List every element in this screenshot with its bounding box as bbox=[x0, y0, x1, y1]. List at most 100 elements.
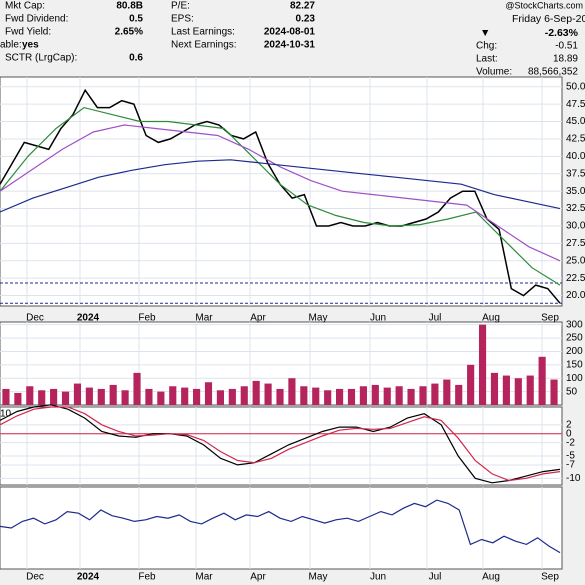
volume-bar bbox=[61, 391, 70, 405]
down-arrow: ▼ bbox=[480, 27, 490, 39]
stat-value: 88,566,352 bbox=[528, 67, 578, 78]
volume-bar bbox=[288, 378, 296, 405]
volume-bar bbox=[85, 387, 93, 405]
x-tick-label: May bbox=[309, 572, 328, 583]
volume-bar bbox=[478, 324, 487, 405]
x-tick-label: Mar bbox=[195, 572, 213, 583]
stat-label: SCTR (LrgCap): bbox=[5, 53, 77, 64]
volume-bar bbox=[347, 388, 356, 405]
y-tick-label: 0 bbox=[566, 428, 572, 439]
volume-bar bbox=[228, 388, 236, 405]
volume-bar bbox=[240, 386, 248, 405]
volume-bar bbox=[276, 388, 284, 405]
volume-bar bbox=[109, 384, 117, 405]
x-tick-label: Feb bbox=[138, 572, 156, 583]
y-tick-label: 20.0 bbox=[566, 290, 585, 301]
stat-label: Last Earnings: bbox=[171, 27, 235, 38]
stat-label: EPS: bbox=[171, 14, 194, 25]
y-tick-label: -7 bbox=[566, 460, 575, 471]
volume-bar bbox=[431, 383, 439, 405]
volume-bar bbox=[121, 390, 129, 405]
stat-value: 2024-10-31 bbox=[264, 40, 316, 51]
x-tick-label: May bbox=[309, 313, 328, 324]
stat-label: Volume: bbox=[476, 67, 512, 78]
y-tick-label: 50 bbox=[566, 386, 578, 397]
y-tick-label: -10 bbox=[566, 473, 581, 484]
y-tick-label: 50.0 bbox=[566, 81, 585, 92]
y-tick-label: 200 bbox=[566, 346, 583, 357]
stat-value: 0.23 bbox=[296, 14, 316, 25]
stat-label: P/E: bbox=[171, 1, 190, 12]
stat-value: 0.5 bbox=[129, 14, 143, 25]
stat-value: 2024-08-01 bbox=[264, 27, 316, 38]
x-tick-label: Jun bbox=[370, 313, 386, 324]
y-tick-label: 40.0 bbox=[566, 151, 585, 162]
y-tick-label: 25.0 bbox=[566, 255, 585, 266]
y-tick-label: -5 bbox=[566, 451, 575, 462]
x-tick-label: Dec bbox=[26, 572, 44, 583]
x-tick-label: Aug bbox=[482, 572, 500, 583]
y-tick-label: 250 bbox=[566, 333, 583, 344]
volume-bar bbox=[514, 378, 522, 405]
series-line bbox=[0, 406, 561, 482]
volume-bar bbox=[97, 388, 105, 405]
stat-value: -0.51 bbox=[555, 41, 578, 52]
volume-bar bbox=[50, 388, 58, 405]
volume-bar bbox=[26, 386, 34, 405]
series-line bbox=[0, 499, 561, 554]
stat-value: yes bbox=[22, 40, 39, 51]
y-tick-label: 100 bbox=[566, 373, 583, 384]
volume-bar bbox=[336, 388, 344, 405]
y-tick-label: -2 bbox=[566, 437, 575, 448]
y-tick-label: 45.0 bbox=[566, 116, 585, 127]
y-tick-label: 27.5 bbox=[566, 238, 585, 249]
x-tick-label: Jul bbox=[429, 572, 442, 583]
volume-bar bbox=[193, 388, 201, 405]
volume-bar bbox=[371, 384, 379, 405]
y-tick-label: 300 bbox=[566, 319, 583, 330]
volume-bar bbox=[467, 364, 475, 405]
volume-bar bbox=[204, 382, 213, 405]
y-tick-label: 42.5 bbox=[566, 134, 585, 145]
volume-bar bbox=[502, 375, 510, 405]
y-tick-label: 35.0 bbox=[566, 186, 585, 197]
x-tick-label: Jun bbox=[370, 572, 386, 583]
volume-bar bbox=[443, 379, 451, 405]
stat-label: Next Earnings: bbox=[171, 40, 237, 51]
x-tick-label: 2024 bbox=[77, 572, 100, 583]
y-tick-label: 30.0 bbox=[566, 221, 585, 232]
x-tick-label: Apr bbox=[250, 572, 266, 583]
stat-value: 80.8B bbox=[116, 1, 143, 12]
y-tick-label: 22.5 bbox=[566, 273, 585, 284]
stat-label: Fwd Dividend: bbox=[5, 14, 68, 25]
volume-bar bbox=[181, 387, 189, 405]
watermark: @StockCharts.com bbox=[505, 0, 583, 10]
volume-bar bbox=[419, 386, 427, 405]
stat-value: 2.65% bbox=[115, 27, 143, 38]
volume-bar bbox=[264, 383, 272, 405]
y-tick-label: 47.5 bbox=[566, 99, 585, 110]
volume-bar bbox=[169, 386, 177, 405]
x-tick-label: Apr bbox=[250, 313, 266, 324]
date: Friday 6-Sep-2024 bbox=[512, 13, 585, 25]
volume-bar bbox=[2, 388, 10, 405]
y-tick-label: 32.5 bbox=[566, 203, 585, 214]
x-tick-label: 2024 bbox=[77, 313, 100, 324]
volume-bar bbox=[324, 390, 332, 405]
change-pct: -2.63% bbox=[545, 27, 579, 39]
volume-bar bbox=[490, 372, 499, 405]
volume-bar bbox=[312, 387, 320, 405]
volume-bar bbox=[359, 386, 367, 405]
panel-label: 10 bbox=[0, 409, 12, 420]
x-tick-label: Sep bbox=[541, 313, 559, 324]
volume-bar bbox=[455, 384, 463, 405]
volume-bar bbox=[300, 386, 308, 405]
series-line bbox=[0, 124, 561, 262]
stat-value: 18.89 bbox=[553, 54, 578, 65]
volume-bar bbox=[526, 375, 534, 405]
volume-bar bbox=[252, 380, 260, 405]
series-line bbox=[0, 159, 561, 213]
stat-label: able: bbox=[0, 40, 22, 51]
macd-panel bbox=[0, 406, 563, 486]
y-tick-label: 150 bbox=[566, 359, 583, 370]
